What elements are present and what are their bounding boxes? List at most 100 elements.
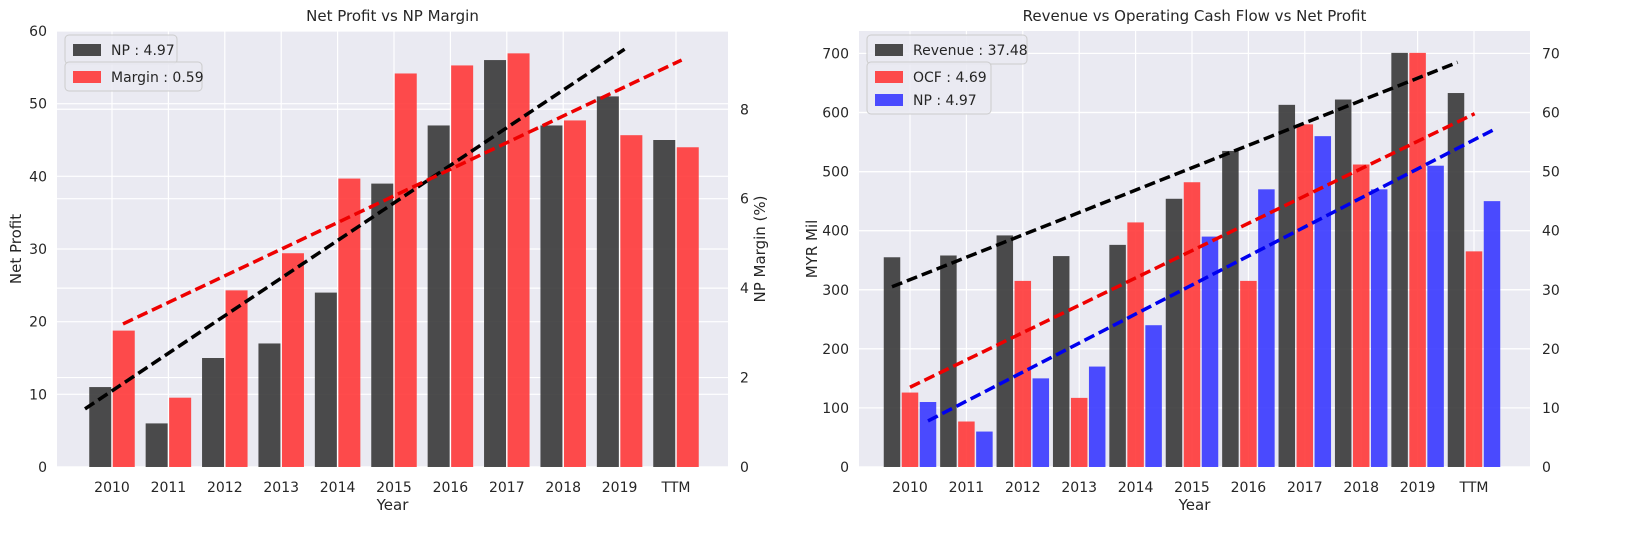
y2-tick-label: 50 [1542,165,1560,181]
bar-2011-s2 [976,432,993,467]
bar-2016-s0 [1222,151,1239,467]
y2-tick-label: 0 [1542,460,1551,476]
y-axis-label: MYR Mil [803,220,821,279]
y-tick-label: 40 [29,169,47,185]
bar-2010-s0 [884,257,901,467]
bar-2019-s2 [1427,166,1444,467]
legend-label: NP : 4.97 [913,93,977,109]
chart-title: Net Profit vs NP Margin [306,7,479,25]
legend-swatch [875,94,903,106]
y-tick-label: 0 [38,460,47,476]
bar-2016-s1 [1240,281,1257,467]
bar-2015-s0 [1166,199,1183,467]
bar-2011-s0 [940,255,957,467]
x-tick-label: 2013 [1061,480,1097,496]
y2-tick-label: 20 [1542,342,1560,358]
y-tick-label: 100 [822,401,849,417]
x-tick-label: 2015 [1174,480,1210,496]
y-tick-label: 50 [29,97,47,113]
bar-2013-s2 [1089,367,1106,467]
y2-tick-label: 4 [740,281,749,297]
bar-2013-s1 [282,253,304,467]
bar-2010-s2 [920,402,937,467]
y2-tick-label: 8 [740,102,749,118]
bar-2010-s1 [113,331,135,467]
y-tick-label: 600 [822,106,849,122]
bar-2012-s0 [997,235,1014,467]
bar-2019-s1 [1409,53,1426,467]
y-tick-label: 60 [29,24,47,40]
x-tick-label: 2011 [151,480,187,496]
y2-tick-label: 10 [1542,401,1560,417]
x-axis-label: Year [376,496,410,514]
bar-2010-s1 [902,393,919,467]
y-tick-label: 30 [29,242,47,258]
x-tick-label: 2019 [1400,480,1436,496]
y2-axis-label: NP Margin (%) [751,196,769,303]
x-tick-label: 2016 [1231,480,1267,496]
chart-title: Revenue vs Operating Cash Flow vs Net Pr… [1023,7,1367,25]
bar-2018-s1 [564,120,586,467]
y2-tick-label: 30 [1542,283,1560,299]
bar-2017-s0 [1279,105,1296,467]
x-tick-label: 2018 [1343,480,1379,496]
x-tick-label: 2015 [376,480,412,496]
x-tick-label: 2012 [207,480,243,496]
bar-TTM-s1 [677,147,699,467]
bar-2016-s1 [451,65,473,467]
legend-label: NP : 4.97 [111,43,175,59]
bar-2014-s1 [1127,222,1144,467]
bar-2014-s0 [315,293,337,467]
bar-2014-s2 [1145,325,1162,467]
y2-tick-label: 70 [1542,46,1560,62]
y2-tick-label: 6 [740,192,749,208]
bar-2011-s0 [146,423,168,467]
x-tick-label: 2013 [263,480,299,496]
bar-2015-s1 [395,73,417,467]
x-tick-label: TTM [661,480,691,496]
legend-label: Revenue : 37.48 [913,43,1028,59]
y-tick-label: 300 [822,283,849,299]
bar-TTM-s2 [1484,201,1501,467]
bar-2011-s1 [958,422,975,467]
bar-2019-s1 [620,135,642,467]
legend-swatch [875,44,903,56]
y-axis-label: Net Profit [7,214,25,284]
bar-2014-s0 [1109,245,1126,467]
bar-2013-s0 [258,343,280,467]
legend-swatch [73,44,101,56]
bar-2019-s0 [1391,53,1408,467]
x-axis-label: Year [1178,496,1212,514]
legend-label: OCF : 4.69 [913,70,987,86]
x-tick-label: 2016 [433,480,469,496]
x-tick-label: 2017 [489,480,525,496]
x-tick-label: TTM [1459,480,1489,496]
y-tick-label: 10 [29,387,47,403]
bar-2015-s0 [371,184,393,467]
y-tick-label: 200 [822,342,849,358]
y2-tick-label: 60 [1542,106,1560,122]
x-tick-label: 2014 [320,480,356,496]
bar-2011-s1 [169,398,191,467]
y2-tick-label: 40 [1542,224,1560,240]
bar-2018-s2 [1371,189,1388,467]
bar-2019-s0 [597,96,619,467]
x-tick-label: 2011 [949,480,985,496]
bar-2018-s1 [1353,165,1370,467]
bar-2013-s0 [1053,256,1070,467]
x-tick-label: 2014 [1118,480,1154,496]
bar-2018-s0 [1335,100,1352,467]
legend-swatch [875,71,903,83]
bar-TTM-s1 [1466,251,1483,467]
y-tick-label: 20 [29,315,47,331]
x-tick-label: 2010 [892,480,928,496]
bar-2017-s0 [484,60,506,467]
x-tick-label: 2018 [545,480,581,496]
y-tick-label: 0 [840,460,849,476]
y-tick-label: 500 [822,165,849,181]
chart-net-profit-vs-margin: 0102030405060024682010 2011 2012 2013 2014 20… [7,7,769,514]
chart-revenue-ocf-np: 0100200300400500600700010203040506070201… [803,7,1560,514]
bar-2013-s1 [1071,398,1088,467]
bar-2016-s2 [1258,189,1275,467]
